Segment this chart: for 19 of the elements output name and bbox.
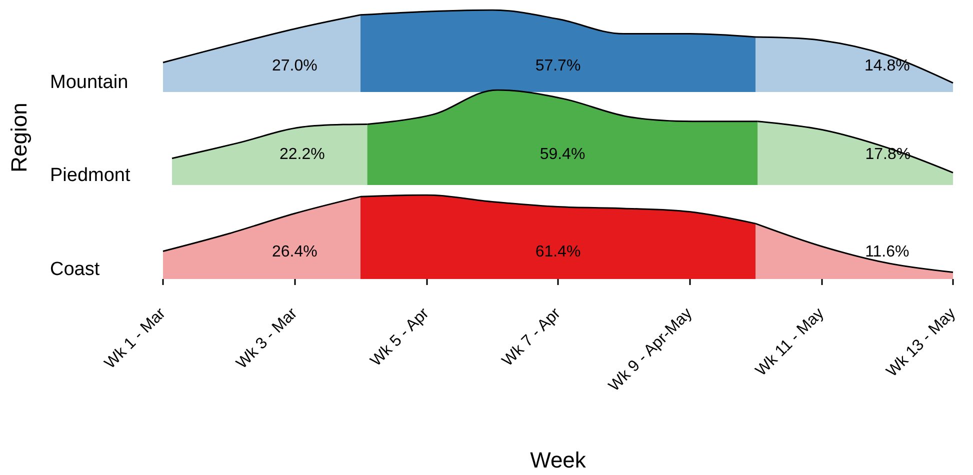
text: Coast — [50, 259, 100, 280]
x-tick-label: Wk 3 - Mar — [233, 304, 302, 372]
annotation: 27.0% — [272, 57, 318, 74]
x-tick-label: Wk 1 - Mar — [102, 304, 170, 372]
x-tick-label: Wk 5 - Apr — [368, 304, 433, 370]
text: Piedmont — [50, 165, 131, 186]
x-tick-label: Wk 7 - Apr — [499, 304, 564, 370]
x-tick-label: Wk 11 - May — [752, 304, 828, 380]
y-axis-title: Region — [6, 102, 32, 172]
x-axis-title: Week — [530, 448, 587, 472]
x-tick-label: Wk 13 - May — [884, 304, 960, 380]
annotation: 11.6% — [865, 244, 910, 261]
annotation: 22.2% — [279, 146, 325, 164]
annotation: 57.7% — [535, 57, 581, 74]
annotation: 14.8% — [864, 57, 910, 74]
annotation: 59.4% — [540, 146, 586, 164]
annotation: 26.4% — [272, 244, 318, 261]
annotation: 61.4% — [535, 244, 581, 261]
text: Mountain — [50, 72, 128, 93]
